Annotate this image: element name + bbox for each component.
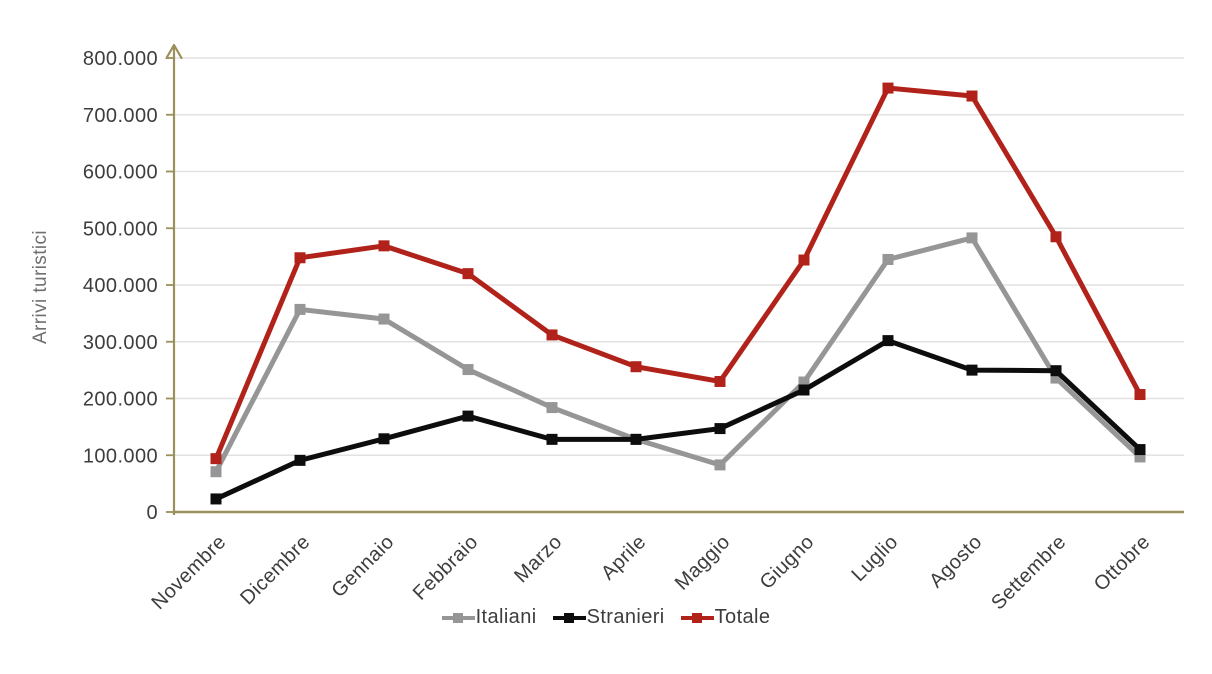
y-tick-label: 300.000 bbox=[83, 332, 158, 354]
series-marker-stranieri bbox=[1134, 444, 1146, 456]
legend-marker-icon bbox=[680, 612, 714, 624]
x-tick-label: Gennaio bbox=[328, 531, 399, 602]
x-tick-label: Novembre bbox=[147, 531, 230, 614]
series-marker-stranieri bbox=[714, 423, 726, 435]
series-marker-stranieri bbox=[1050, 365, 1062, 377]
x-tick-label: Agosto bbox=[925, 531, 986, 592]
y-tick-label: 200.000 bbox=[83, 389, 158, 411]
legend-label: Totale bbox=[714, 606, 771, 628]
legend-label: Stranieri bbox=[586, 606, 665, 628]
series-marker-totale bbox=[462, 268, 474, 280]
legend-item-stranieri: Stranieri bbox=[552, 606, 665, 629]
series-marker-italiani bbox=[1050, 372, 1062, 384]
series-marker-totale bbox=[966, 90, 978, 102]
series-marker-totale bbox=[294, 252, 306, 264]
series-marker-stranieri bbox=[546, 433, 558, 445]
series-marker-stranieri bbox=[378, 433, 390, 445]
x-tick-label: Febbraio bbox=[409, 531, 483, 605]
y-tick-label: 0 bbox=[146, 502, 158, 524]
series-marker-italiani bbox=[546, 402, 558, 414]
series-marker-totale bbox=[378, 240, 390, 252]
y-tick-label: 700.000 bbox=[83, 105, 158, 127]
series-marker-totale bbox=[714, 375, 726, 387]
y-tick-label: 500.000 bbox=[83, 218, 158, 240]
series-marker-totale bbox=[546, 329, 558, 341]
series-marker-italiani bbox=[882, 253, 894, 265]
x-tick-label: Maggio bbox=[671, 531, 735, 595]
chart-legend: Italiani Stranieri Totale bbox=[0, 606, 1212, 629]
legend-item-italiani: Italiani bbox=[441, 606, 537, 629]
series-marker-stranieri bbox=[462, 410, 474, 422]
series-marker-stranieri bbox=[294, 454, 306, 466]
y-tick-label: 800.000 bbox=[83, 48, 158, 70]
y-tick-label: 400.000 bbox=[83, 275, 158, 297]
series-line-stranieri bbox=[214, 337, 1142, 502]
series-marker-italiani bbox=[294, 303, 306, 315]
x-tick-label: Aprile bbox=[597, 531, 650, 584]
x-tick-label: Marzo bbox=[510, 531, 566, 587]
x-tick-label: Giugno bbox=[756, 531, 819, 594]
series-marker-totale bbox=[882, 82, 894, 94]
series-marker-italiani bbox=[462, 364, 474, 376]
series-marker-stranieri bbox=[630, 433, 642, 445]
y-axis-title: Arrivi turistici bbox=[30, 230, 51, 344]
series-marker-italiani bbox=[378, 313, 390, 325]
x-tick-label: Ottobre bbox=[1090, 531, 1155, 596]
y-tick-label: 600.000 bbox=[83, 162, 158, 184]
series-marker-stranieri bbox=[798, 384, 810, 396]
x-tick-label: Dicembre bbox=[236, 531, 314, 609]
series-marker-totale bbox=[1134, 389, 1146, 401]
series-marker-stranieri bbox=[966, 364, 978, 376]
series-marker-italiani bbox=[798, 376, 810, 388]
legend-marker-icon bbox=[441, 612, 475, 624]
series-line-italiani bbox=[213, 235, 1142, 473]
series-marker-italiani bbox=[210, 466, 222, 478]
x-tick-label: Settembre bbox=[987, 531, 1070, 614]
series-marker-totale bbox=[798, 254, 810, 266]
legend-marker-icon bbox=[552, 612, 586, 624]
series-marker-stranieri bbox=[210, 493, 222, 505]
legend-item-totale: Totale bbox=[680, 606, 771, 629]
y-tick-label: 100.000 bbox=[83, 445, 158, 467]
series-marker-italiani bbox=[1134, 451, 1146, 463]
series-marker-stranieri bbox=[882, 335, 894, 347]
series-marker-totale bbox=[630, 361, 642, 373]
series-marker-italiani bbox=[714, 459, 726, 471]
x-tick-label: Luglio bbox=[848, 531, 903, 586]
series-line-totale bbox=[213, 85, 1143, 460]
y-axis-arrow-icon bbox=[165, 43, 183, 60]
series-marker-italiani bbox=[966, 232, 978, 244]
series-marker-totale bbox=[1050, 231, 1062, 243]
series-marker-totale bbox=[210, 453, 222, 465]
legend-label: Italiani bbox=[475, 606, 537, 628]
